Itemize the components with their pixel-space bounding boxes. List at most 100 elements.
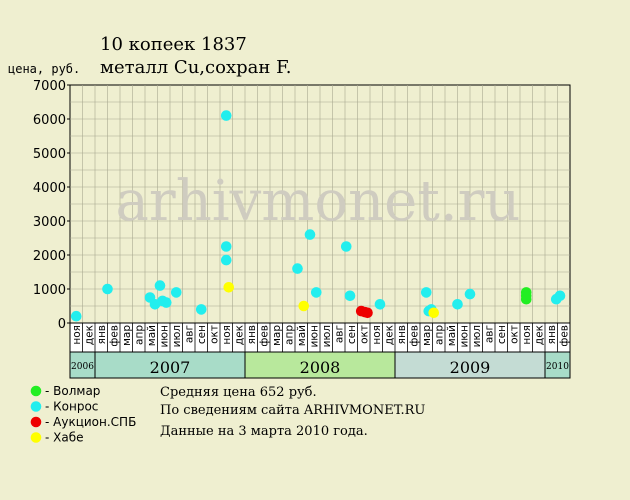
chart-title-line-2: металл Cu,сохран F. <box>100 57 291 78</box>
month-label: июл <box>471 325 483 347</box>
data-point <box>154 280 166 291</box>
month-label: авг <box>333 325 345 343</box>
data-point <box>170 287 182 298</box>
month-label: окт <box>208 325 220 344</box>
y-tick-label: 2000 <box>33 249 66 264</box>
legend: - Волмар - Конрос- Аукцион.СПБ - Хабе <box>30 384 136 445</box>
year-band <box>244 351 396 379</box>
month-label: ноя <box>71 325 83 345</box>
y-tick-label: 6000 <box>33 113 66 128</box>
data-point <box>102 283 113 295</box>
year-label: 2007 <box>150 358 191 377</box>
data-points <box>70 110 566 322</box>
legend-label: - Аукцион.СПБ <box>45 415 136 429</box>
month-label: мар <box>121 325 133 346</box>
x-axis-years: 2006 2007 2008 2009 2010 <box>69 351 571 379</box>
month-label: мар <box>271 325 283 346</box>
year-label: 2010 <box>546 362 569 372</box>
data-point <box>420 287 432 298</box>
y-tick-label: 4000 <box>33 181 66 196</box>
month-label: дек <box>233 325 245 345</box>
month-label: авг <box>483 325 495 343</box>
data-point <box>428 307 440 319</box>
month-label: фев <box>108 325 120 347</box>
data-point <box>362 307 373 319</box>
month-label: дек <box>533 325 545 345</box>
data-point <box>220 110 232 121</box>
month-label: фев <box>258 325 270 347</box>
month-label: май <box>146 325 158 346</box>
month-label: июл <box>321 325 333 347</box>
watermark: arhivmonet.ru <box>116 169 521 234</box>
data-point <box>452 299 463 310</box>
data-point <box>223 282 235 293</box>
data-point <box>220 254 232 266</box>
data-point <box>464 288 476 300</box>
y-axis-label: цена, руб. <box>8 62 80 76</box>
data-point <box>304 229 316 240</box>
data-point <box>160 297 172 308</box>
y-tick-label: 5000 <box>33 147 66 162</box>
legend-marker <box>30 432 42 443</box>
month-label: апр <box>133 325 145 345</box>
data-point <box>554 290 566 302</box>
month-label: сен <box>346 325 358 344</box>
data-point <box>344 290 356 302</box>
data-point <box>195 304 207 315</box>
year-band <box>69 351 96 379</box>
legend-label: - Конрос <box>45 400 98 414</box>
month-label: фев <box>558 325 570 347</box>
month-label: май <box>446 325 458 346</box>
legend-marker <box>30 416 42 428</box>
data-point <box>310 287 322 298</box>
y-tick-label: 0 <box>58 317 66 332</box>
data-point <box>220 241 232 252</box>
month-label: июн <box>308 325 320 348</box>
month-label: сен <box>496 325 508 344</box>
year-label: 2008 <box>300 358 341 377</box>
month-label: янв <box>396 325 408 344</box>
month-label: сен <box>196 325 208 344</box>
month-label: апр <box>433 325 445 345</box>
x-axis-months: ноя дек янв фев мар апр май июн июл авг сен окт ноя д… <box>69 322 571 353</box>
data-date-text: Данные на 3 марта 2010 года. <box>160 424 368 439</box>
year-label: 2009 <box>450 358 491 377</box>
month-label: дек <box>83 325 95 345</box>
month-label: янв <box>96 325 108 344</box>
month-label: июл <box>171 325 183 347</box>
legend-label: - Волмар <box>45 384 100 398</box>
legend-label: - Хабе <box>45 431 84 445</box>
data-point <box>70 310 82 322</box>
data-point <box>374 299 386 310</box>
y-tick-label: 3000 <box>33 215 66 230</box>
month-label: апр <box>283 325 295 345</box>
month-label: июн <box>158 325 170 348</box>
year-band <box>394 351 546 379</box>
y-axis-ticks: 0 1000 2000 3000 4000 5000 6000 7000 <box>33 79 70 332</box>
year-label: 2006 <box>71 362 94 372</box>
legend-marker <box>30 385 42 397</box>
year-band <box>94 351 246 379</box>
chart-title-line-1: 10 копеек 1837 <box>100 34 247 55</box>
month-label: июн <box>458 325 470 348</box>
year-band <box>544 351 571 379</box>
month-label: ноя <box>521 325 533 345</box>
data-point <box>340 241 352 252</box>
data-point <box>520 293 532 305</box>
average-price-text: Средняя цена 652 руб. <box>160 385 317 400</box>
month-label: янв <box>246 325 258 344</box>
legend-marker <box>30 401 42 412</box>
month-label: мар <box>421 325 433 346</box>
month-label: окт <box>358 325 370 344</box>
month-label: ноя <box>371 325 383 345</box>
month-label: янв <box>546 325 558 344</box>
month-label: окт <box>508 325 520 344</box>
month-label: фев <box>408 325 420 347</box>
source-text: По сведениям сайта ARHIVMONET.RU <box>160 403 425 418</box>
month-label: дек <box>383 325 395 345</box>
y-tick-label: 7000 <box>33 79 66 94</box>
month-label: авг <box>183 325 195 343</box>
y-tick-label: 1000 <box>33 283 66 298</box>
month-label: ноя <box>221 325 233 345</box>
